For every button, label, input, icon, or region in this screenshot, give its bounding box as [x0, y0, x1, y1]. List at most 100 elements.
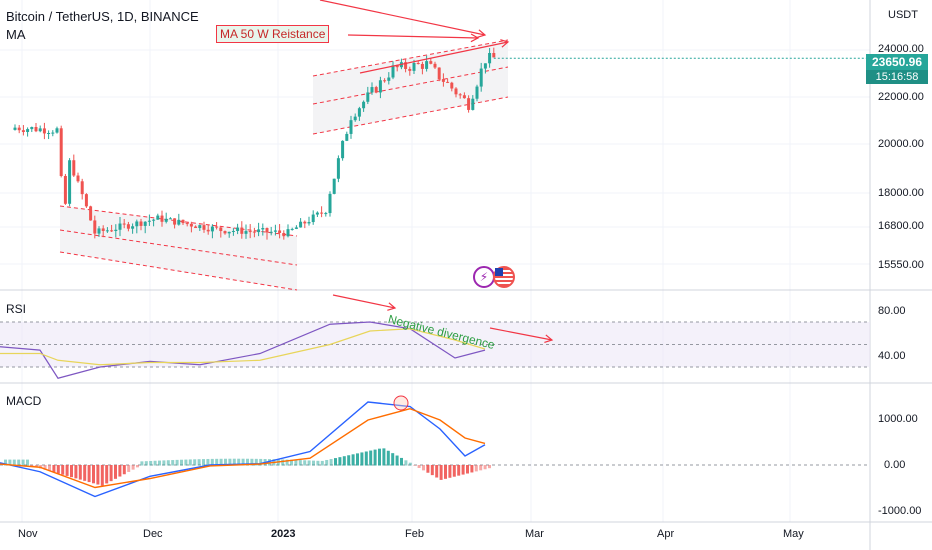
macd-histogram-bar — [285, 459, 289, 466]
macd-histogram-bar — [202, 459, 205, 466]
macd-histogram-bar — [122, 465, 126, 475]
candle-body — [105, 230, 109, 232]
candle-body — [446, 81, 450, 83]
candle-body — [362, 101, 366, 109]
last-price-badge: 23650.96 — [866, 54, 928, 70]
resistance-annotation[interactable]: MA 50 W Reistance — [216, 25, 330, 43]
rsi-tick-80: 80.00 — [878, 305, 906, 317]
candle-body — [433, 63, 437, 68]
channel-arrow-head — [500, 39, 510, 48]
macd-histogram-bar — [52, 465, 56, 473]
candle-body — [467, 98, 471, 110]
macd-histogram-bar — [439, 465, 443, 480]
macd-histogram-bar — [206, 458, 210, 466]
candle-body — [231, 230, 235, 232]
candle-body — [341, 140, 345, 159]
macd-histogram-bar — [316, 460, 320, 466]
macd-histogram-bar — [461, 465, 465, 475]
macd-histogram-bar — [470, 465, 474, 473]
candle-body — [21, 130, 25, 132]
macd-histogram-bar — [347, 455, 351, 466]
price-tick-18000: 18000.00 — [878, 187, 924, 199]
candle-body — [282, 232, 286, 237]
macd-histogram-bar — [92, 465, 95, 484]
macd-histogram-bar — [417, 465, 421, 468]
up-channel-line — [312, 96, 509, 135]
candle-body — [328, 193, 332, 214]
candle-body — [164, 218, 168, 222]
candle-body — [307, 222, 311, 224]
macd-histogram-bar — [474, 465, 478, 472]
down-channel-line — [59, 229, 298, 266]
macd-histogram-bar — [391, 453, 395, 466]
chart-title: Bitcoin / TetherUS, 1D, BINANCE — [6, 9, 199, 24]
macd-histogram-bar — [312, 460, 315, 466]
divergence-arrow-head — [544, 334, 554, 344]
macd-histogram-bar — [21, 459, 25, 466]
candle-body — [366, 92, 370, 102]
candle-body — [76, 175, 80, 182]
candle-body — [370, 87, 374, 93]
resistance-arrow — [347, 34, 479, 39]
candle-body — [93, 220, 97, 234]
macd-histogram-bar — [140, 461, 144, 466]
macd-histogram-bar — [360, 452, 364, 466]
macd-histogram-bar — [452, 465, 456, 477]
macd-histogram-bar — [413, 465, 417, 466]
candle-body — [269, 231, 273, 233]
candle-body — [257, 229, 261, 233]
price-tick-15550: 15550.00 — [878, 259, 924, 271]
macd-histogram-bar — [184, 459, 188, 466]
macd-histogram-bar — [136, 465, 139, 468]
macd-histogram-bar — [369, 450, 373, 466]
us-flag-icon[interactable] — [493, 266, 515, 288]
candle-body — [63, 175, 67, 204]
macd-histogram-bar — [241, 458, 245, 466]
lightning-icon[interactable]: ⚡ — [473, 266, 495, 288]
candle-body — [349, 120, 353, 134]
candles — [13, 47, 866, 240]
macd-histogram-bar — [70, 465, 73, 478]
candle-body — [252, 231, 256, 233]
candle-body — [236, 227, 240, 231]
macd-histogram-bar — [320, 460, 324, 466]
time-label-mar: Mar — [525, 528, 544, 540]
macd-tick-0: 0.00 — [884, 459, 906, 471]
candle-body — [294, 227, 298, 229]
down-channel-line — [59, 251, 298, 291]
macd-pane — [0, 395, 870, 498]
macd-label[interactable]: MACD — [6, 394, 42, 408]
macd-histogram-bar — [74, 465, 78, 479]
candle-body — [299, 221, 303, 228]
macd-histogram-bar — [162, 460, 166, 466]
candle-body — [412, 63, 416, 71]
divergence-line-head — [387, 302, 397, 311]
candle-body — [404, 62, 408, 69]
macd-histogram-bar — [237, 458, 241, 466]
rsi-ma-line — [0, 328, 486, 366]
macd-tick-neg1000: -1000.00 — [878, 505, 922, 517]
candle-body — [206, 229, 210, 232]
macd-histogram-bar — [408, 462, 412, 466]
ma-indicator-label[interactable]: MA — [6, 27, 26, 42]
candle-body — [324, 213, 328, 215]
candle-body — [408, 68, 412, 71]
macd-histogram-bar — [386, 450, 390, 466]
macd-histogram-bar — [61, 465, 65, 475]
candle-body — [261, 228, 265, 230]
macd-histogram-bar — [479, 465, 483, 471]
macd-tick-1000: 1000.00 — [878, 413, 918, 425]
candle-body — [26, 129, 30, 132]
candle-body — [101, 228, 105, 231]
macd-histogram-bar — [197, 459, 201, 466]
candle-body — [202, 225, 206, 230]
candle-body — [80, 181, 84, 195]
candle-body — [110, 230, 114, 232]
candle-body — [131, 226, 135, 229]
candle-body — [441, 79, 445, 82]
rsi-label[interactable]: RSI — [6, 302, 27, 316]
candle-body — [311, 214, 315, 223]
macd-histogram-bar — [96, 465, 100, 485]
time-label-nov: Nov — [18, 528, 38, 540]
